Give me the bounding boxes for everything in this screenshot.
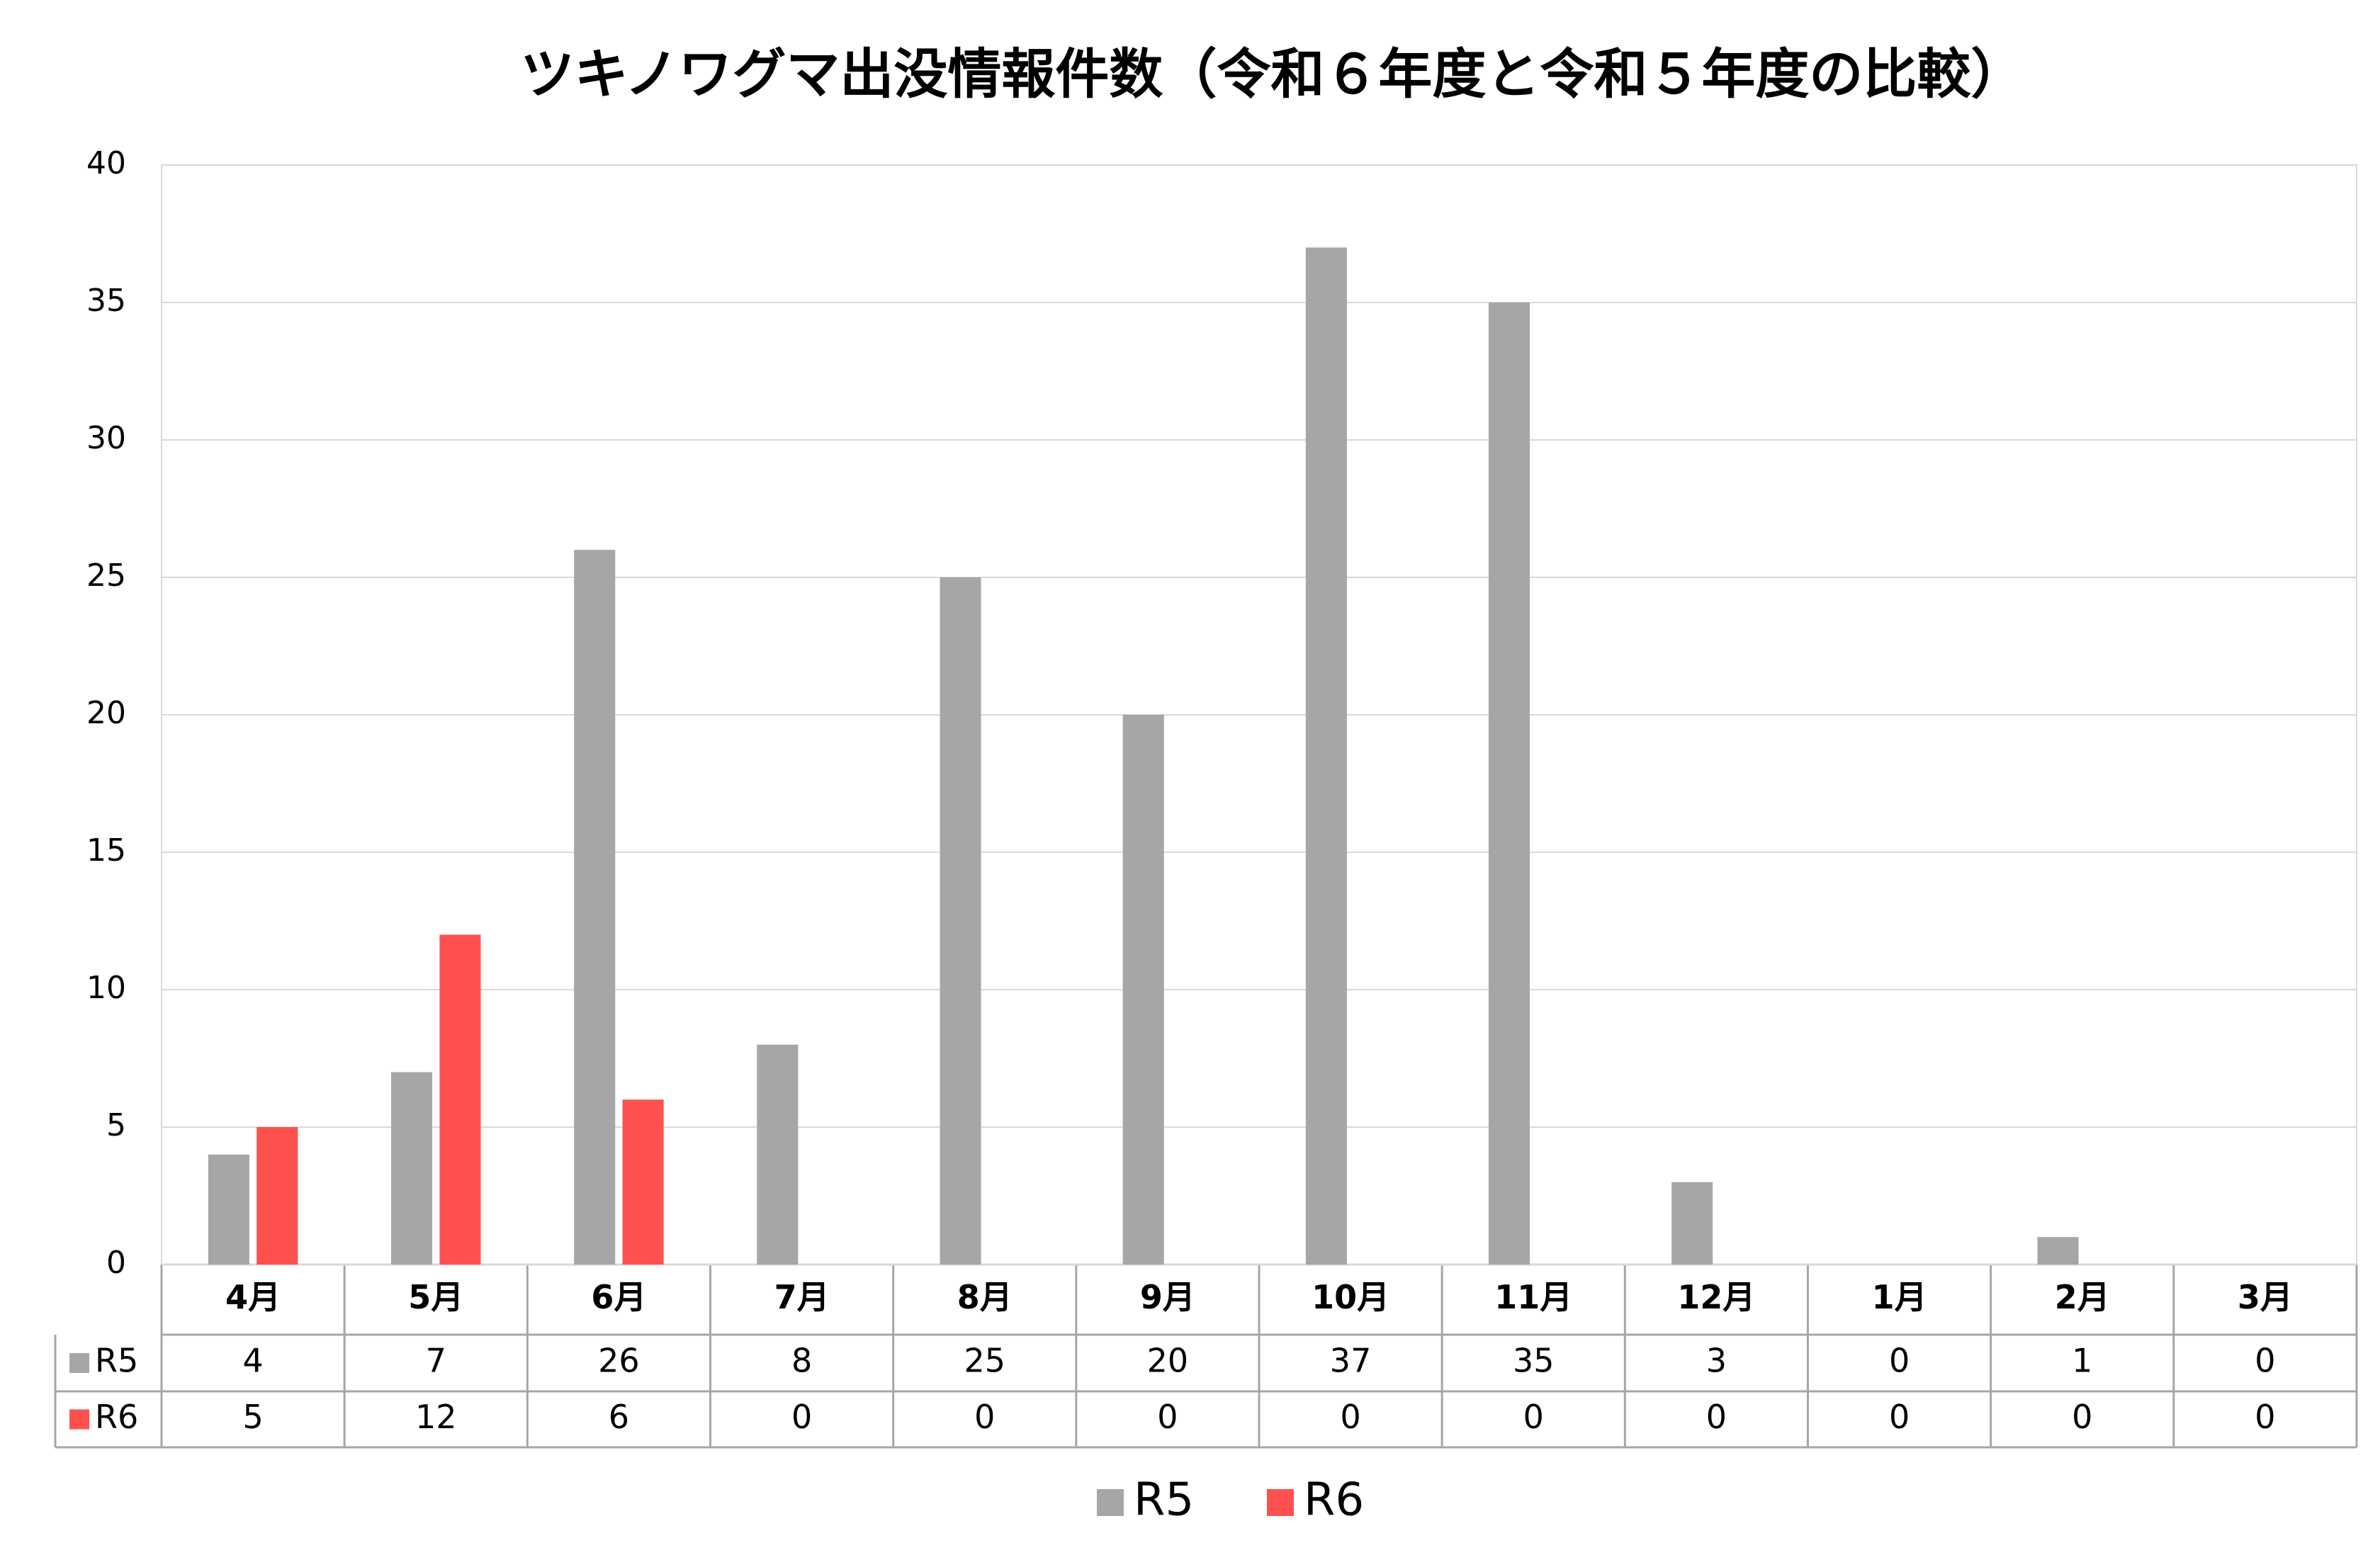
table-value: 0 (1523, 1398, 1544, 1436)
table-value: 5 (242, 1398, 263, 1436)
bar (439, 934, 481, 1265)
x-tick-label: 7月 (774, 1278, 830, 1316)
x-tick-label: 2月 (2055, 1278, 2110, 1316)
legend-label: R6 (1304, 1474, 1364, 1527)
table-value: 0 (1889, 1342, 1910, 1380)
y-tick-label: 15 (86, 832, 126, 869)
table-value: 6 (609, 1398, 629, 1436)
table-value: 0 (791, 1398, 812, 1436)
y-tick-label: 25 (86, 558, 126, 594)
x-tick-label: 4月 (225, 1278, 281, 1316)
bar (1122, 715, 1164, 1265)
bar (1488, 302, 1530, 1265)
y-tick-label: 30 (86, 420, 126, 456)
table-value: 0 (1706, 1398, 1727, 1436)
table-value: 0 (2255, 1398, 2275, 1436)
y-tick-label: 20 (86, 695, 126, 731)
table-value: 0 (2072, 1398, 2092, 1436)
table-value: 37 (1330, 1342, 1372, 1380)
y-tick-label: 10 (86, 970, 126, 1006)
y-tick-label: 5 (106, 1107, 126, 1143)
table-value: 25 (964, 1342, 1005, 1380)
table-value: 4 (242, 1342, 263, 1380)
table-value: 26 (598, 1342, 640, 1380)
bar (256, 1127, 298, 1265)
legend-key (1267, 1489, 1294, 1516)
bar (208, 1154, 249, 1265)
x-tick-label: 1月 (1872, 1278, 1927, 1316)
legend-key (1097, 1489, 1124, 1516)
y-tick-label: 0 (106, 1245, 126, 1281)
legend-label: R5 (1134, 1474, 1194, 1527)
table-value: 7 (426, 1342, 446, 1380)
x-tick-label: 5月 (408, 1278, 463, 1316)
table-value: 3 (1706, 1342, 1727, 1380)
bar (622, 1099, 664, 1265)
y-tick-label: 35 (86, 283, 126, 319)
x-tick-label: 9月 (1140, 1278, 1195, 1316)
x-tick-label: 3月 (2238, 1278, 2293, 1316)
table-value: 8 (791, 1342, 812, 1380)
bar (940, 577, 981, 1265)
bar (574, 550, 616, 1265)
x-tick-label: 8月 (957, 1278, 1013, 1316)
table-value: 0 (1340, 1398, 1360, 1436)
table-row-header: R5 (95, 1342, 138, 1380)
bar (390, 1072, 433, 1265)
x-tick-label: 11月 (1494, 1278, 1572, 1316)
table-legend-key (69, 1353, 89, 1373)
y-tick-label: 40 (86, 145, 126, 181)
bar (2037, 1237, 2079, 1265)
x-tick-label: 10月 (1312, 1278, 1389, 1316)
table-legend-key (69, 1409, 89, 1430)
table-row-header: R6 (95, 1398, 138, 1436)
table-value: 12 (415, 1398, 457, 1436)
table-value: 0 (1157, 1398, 1178, 1436)
table-value: 1 (2072, 1342, 2092, 1380)
x-tick-label: 6月 (591, 1278, 646, 1316)
x-tick-label: 12月 (1677, 1278, 1755, 1316)
table-value: 0 (974, 1398, 995, 1436)
bar (757, 1044, 799, 1265)
bar (1671, 1182, 1713, 1265)
table-value: 35 (1513, 1342, 1555, 1380)
bar (1305, 247, 1347, 1265)
table-value: 0 (1889, 1398, 1910, 1436)
table-value: 0 (2255, 1342, 2275, 1380)
chart-title: ツキノワグマ出没情報件数（令和６年度と令和５年度の比較） (521, 43, 2025, 106)
table-value: 20 (1147, 1342, 1189, 1380)
